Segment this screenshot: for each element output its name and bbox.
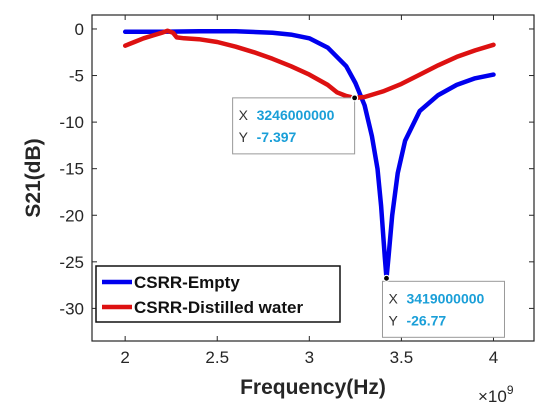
datatip-y-key: Y bbox=[239, 129, 249, 145]
datatip-box bbox=[232, 97, 356, 155]
datatips-layer: X 3246000000 Y -7.397 X 3419000000 Y -26.77 bbox=[232, 94, 505, 338]
ticks-layer: 2 2.5 3 3.5 4 0 -5 -10 -15 -20 -25 -30 bbox=[59, 15, 534, 367]
datatip-2: X 3419000000 Y -26.77 bbox=[381, 274, 505, 338]
datatip-y-key: Y bbox=[388, 312, 398, 328]
y-tick-label: -25 bbox=[59, 253, 84, 272]
y-tick-label: -30 bbox=[59, 299, 84, 318]
legend: CSRR-Empty CSRR-Distilled water bbox=[95, 265, 341, 323]
y-tick-label: -5 bbox=[69, 67, 84, 86]
x-exponent-power: 9 bbox=[507, 383, 514, 397]
x-exponent-base: ×10 bbox=[478, 387, 507, 406]
x-exponent-label: ×109 bbox=[478, 383, 514, 406]
x-tick-label: 2.5 bbox=[205, 348, 229, 367]
datatip-x-key: X bbox=[239, 107, 249, 123]
x-tick-label: 4 bbox=[489, 348, 498, 367]
x-tick-label: 3 bbox=[305, 348, 314, 367]
y-axis-title: S21(dB) bbox=[22, 138, 45, 217]
x-tick-label: 2 bbox=[120, 348, 129, 367]
series-line-csrr-distilled-water bbox=[122, 28, 496, 101]
datatip-1: X 3246000000 Y -7.397 bbox=[232, 94, 359, 155]
y-tick-label: -15 bbox=[59, 160, 84, 179]
datatip-x-value: 3246000000 bbox=[257, 107, 335, 123]
legend-label: CSRR-Empty bbox=[134, 273, 240, 292]
legend-box bbox=[95, 265, 341, 323]
datatip-y-value: -7.397 bbox=[257, 129, 297, 145]
datatip-box bbox=[381, 280, 505, 338]
datatip-x-value: 3419000000 bbox=[406, 290, 484, 306]
series-line-csrr-empty bbox=[122, 29, 496, 281]
series-layer bbox=[122, 28, 496, 281]
datatip-marker bbox=[382, 274, 391, 282]
x-axis-title: Frequency(Hz) bbox=[240, 376, 386, 399]
legend-label: CSRR-Distilled water bbox=[134, 298, 303, 317]
y-tick-label: 0 bbox=[75, 20, 84, 39]
y-tick-label: -20 bbox=[59, 206, 84, 225]
datatip-x-key: X bbox=[388, 290, 398, 306]
x-tick-label: 3.5 bbox=[390, 348, 414, 367]
datatip-marker bbox=[351, 94, 359, 102]
datatip-y-value: -26.77 bbox=[406, 312, 446, 328]
y-tick-label: -10 bbox=[59, 113, 84, 132]
